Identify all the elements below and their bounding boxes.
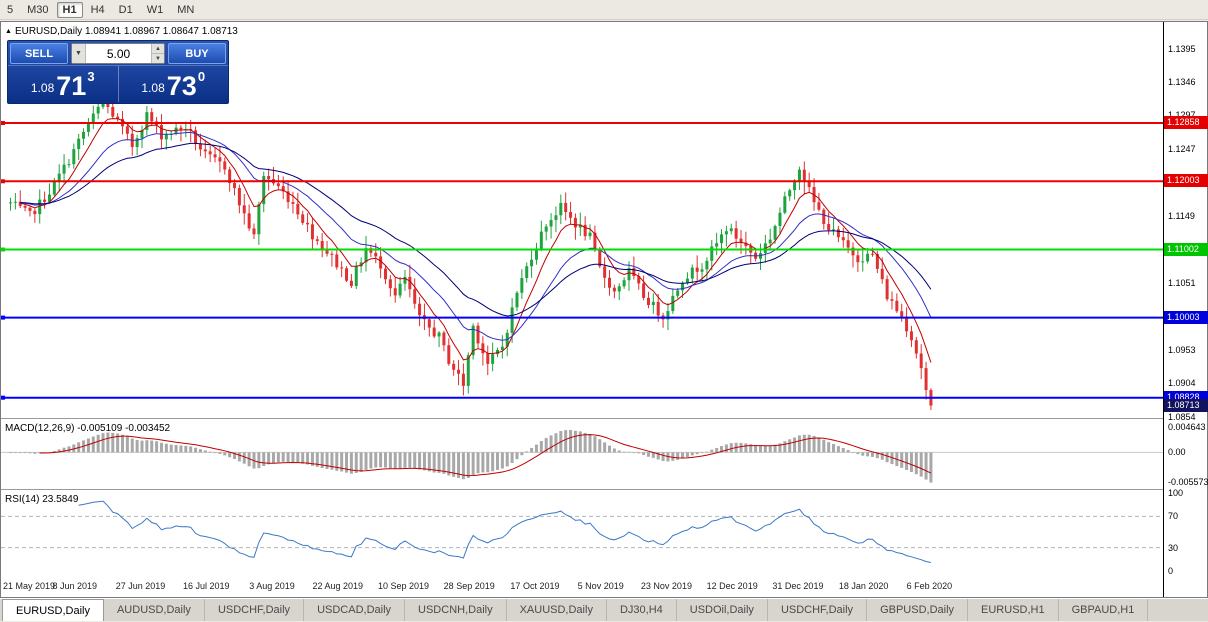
sell-price-big-digits: 71 (56, 71, 87, 102)
price-axis-tick: 1.1149 (1168, 211, 1195, 222)
volume-up-icon[interactable]: ▲ (152, 44, 164, 54)
date-axis-label: 28 Sep 2019 (443, 581, 495, 591)
pane-divider[interactable] (1, 418, 1207, 419)
volume-control[interactable]: ▼ 5.00 ▲ ▼ (71, 43, 165, 64)
pane-divider[interactable] (1, 489, 1207, 490)
date-axis-label: 22 Aug 2019 (312, 581, 363, 591)
macd-indicator-canvas[interactable] (1, 419, 1163, 489)
price-axis-tick: 1.0904 (1168, 378, 1196, 389)
timeframe-button-W1[interactable]: W1 (146, 3, 164, 16)
rsi-axis-tick: 30 (1168, 542, 1179, 553)
rsi-header: RSI(14) 23.5849 (5, 494, 79, 505)
volume-dropdown-icon[interactable]: ▼ (72, 44, 86, 63)
chart-tab-gbpaud-h1[interactable]: GBPAUD,H1 (1059, 599, 1149, 621)
price-level-badge: 1.12003 (1164, 174, 1208, 188)
price-chart-canvas[interactable] (1, 22, 1163, 418)
current-price-badge: 1.08713 (1164, 398, 1208, 412)
date-axis-label: 5 Nov 2019 (577, 581, 624, 591)
rsi-axis-tick: 70 (1168, 511, 1179, 522)
volume-spinner[interactable]: ▲ ▼ (151, 44, 164, 63)
sell-price-pipette: 3 (87, 69, 95, 84)
price-scale[interactable]: 1.13951.13461.12971.12471.11981.11491.11… (1163, 22, 1208, 597)
price-level-badge: 1.10003 (1164, 310, 1208, 324)
price-level-badge: 1.12858 (1164, 116, 1208, 129)
chart-tab-eurusd-h1[interactable]: EURUSD,H1 (968, 599, 1059, 621)
timeframe-button-H1[interactable]: H1 (56, 1, 83, 18)
volume-value[interactable]: 5.00 (106, 46, 131, 61)
price-axis-tick: 1.0953 (1168, 344, 1196, 355)
chart-tabs-bar: EURUSD,Daily AUDUSD,Daily USDCHF,Daily USDC… (0, 598, 1208, 621)
chart-plot-area[interactable]: 21 May 2019 8 Jun 2019 27 Jun 2019 16 Jul 2… (1, 22, 1163, 597)
date-axis-label: 8 Jun 2019 (52, 581, 98, 591)
macd-header: MACD(12,26,9) -0.005109 -0.003452 (5, 423, 171, 434)
buy-price-big-digits: 73 (166, 71, 197, 102)
timeframe-button-5[interactable]: 5 (7, 3, 14, 16)
price-axis-tick: 1.1051 (1168, 278, 1196, 289)
date-axis-label: 6 Feb 2020 (906, 581, 953, 591)
chart-tab-usdcad-daily[interactable]: USDCAD,Daily (304, 599, 406, 621)
chart-tab-gbpusd-daily[interactable]: GBPUSD,Daily (867, 599, 969, 621)
chart-tab-eurusd-daily[interactable]: EURUSD,Daily (2, 599, 104, 621)
chart-tab-xauusd-daily[interactable]: XAUUSD,Daily (507, 599, 607, 621)
chart-tab-dj30-h4[interactable]: DJ30,H4 (607, 599, 677, 621)
date-axis-label: 12 Dec 2019 (706, 581, 758, 591)
one-click-trading-panel: SELL ▼ 5.00 ▲ ▼ BUY 1.08 71 3 (7, 40, 229, 104)
rsi-axis-tick: 100 (1168, 488, 1184, 498)
price-axis-tick: 1.1297 (1168, 110, 1196, 120)
chart-tab-usdchf-daily[interactable]: USDCHF,Daily (205, 599, 305, 621)
rsi-indicator-canvas[interactable] (1, 490, 1163, 574)
chart-tab-usdcnh-daily[interactable]: USDCNH,Daily (405, 599, 507, 621)
buy-button[interactable]: BUY (168, 43, 226, 64)
macd-axis-tick: 0.00 (1168, 447, 1186, 458)
chart-ohlc-text: EURUSD,Daily 1.08941 1.08967 1.08647 1.0… (14, 26, 238, 37)
date-axis-label: 18 Jan 2020 (838, 581, 889, 591)
chart-window: 21 May 2019 8 Jun 2019 27 Jun 2019 16 Jul 2… (0, 21, 1208, 598)
chart-tab-audusd-daily[interactable]: AUDUSD,Daily (104, 599, 205, 621)
date-axis-label: 31 Dec 2019 (772, 581, 824, 591)
sell-button[interactable]: SELL (10, 43, 68, 64)
price-axis-tick: 1.1346 (1168, 76, 1196, 87)
date-axis-label: 3 Aug 2019 (249, 581, 295, 591)
sell-price-prefix: 1.08 (30, 81, 55, 95)
macd-axis-tick: 0.004643 (1168, 422, 1206, 433)
date-axis-label: 21 May 2019 (3, 581, 56, 591)
timeframe-button-M30[interactable]: M30 (27, 3, 49, 16)
chart-tab-usdchf-daily[interactable]: USDCHF,Daily (768, 599, 868, 621)
timeframe-button-MN[interactable]: MN (177, 3, 195, 16)
date-axis-label: 27 Jun 2019 (115, 581, 166, 591)
buy-price[interactable]: 1.08 73 0 (117, 66, 229, 102)
price-axis-tick: 1.0854 (1168, 412, 1196, 423)
chart-symbol-header: ▲ EURUSD,Daily 1.08941 1.08967 1.08647 1.… (5, 26, 238, 37)
buy-price-prefix: 1.08 (141, 81, 165, 95)
price-axis-tick: 1.1247 (1168, 144, 1196, 155)
buy-price-pipette: 0 (197, 69, 206, 84)
rsi-axis-tick: 0 (1168, 566, 1174, 576)
price-axis-tick: 1.1395 (1168, 43, 1196, 54)
timeframe-button-H4[interactable]: H4 (90, 3, 105, 16)
date-axis-label: 16 Jul 2019 (182, 581, 230, 591)
one-click-panel-toggle-icon[interactable]: ▲ (5, 28, 12, 35)
timeframe-toolbar: 5 M30 H1 H4 D1 W1 MN (0, 0, 1208, 20)
date-axis[interactable]: 21 May 2019 8 Jun 2019 27 Jun 2019 16 Jul 2… (1, 576, 1163, 597)
date-axis-label: 17 Oct 2019 (510, 581, 560, 591)
timeframe-button-D1[interactable]: D1 (118, 3, 133, 16)
volume-down-icon[interactable]: ▼ (152, 54, 164, 63)
chart-tab-usdoil-daily[interactable]: USDOil,Daily (677, 599, 768, 621)
price-level-badge: 1.11002 (1164, 242, 1208, 256)
date-axis-label: 10 Sep 2019 (377, 581, 429, 591)
macd-axis-tick: -0.005573 (1168, 477, 1208, 488)
date-axis-label: 23 Nov 2019 (640, 581, 692, 591)
sell-price[interactable]: 1.08 71 3 (8, 66, 118, 102)
